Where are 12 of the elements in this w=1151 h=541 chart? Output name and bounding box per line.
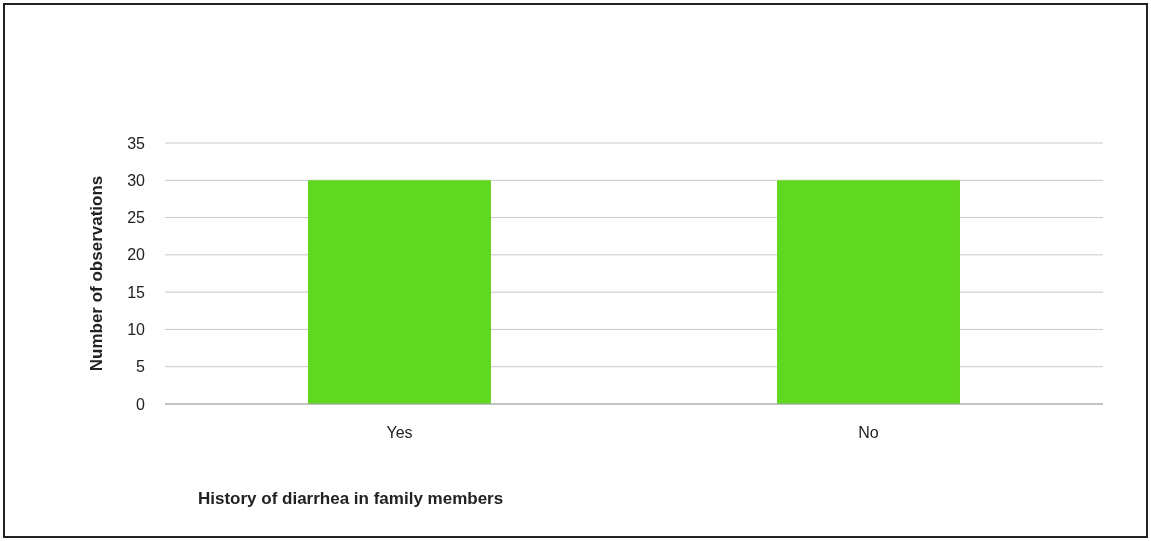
- x-tick-label: No: [858, 424, 879, 441]
- y-tick-label: 15: [127, 283, 146, 301]
- y-tick-label: 25: [127, 209, 146, 227]
- y-tick-label: 5: [136, 358, 146, 376]
- y-tick-label: 30: [127, 171, 146, 189]
- x-axis-title: History of diarrhea in family members: [198, 489, 504, 508]
- y-tick-label: 10: [127, 321, 146, 339]
- y-tick-label: 0: [136, 395, 146, 413]
- y-tick-label: 35: [127, 134, 146, 152]
- y-axis-title: Number of observations: [87, 175, 106, 372]
- x-tick-label: Yes: [386, 424, 413, 441]
- y-tick-label: 20: [127, 246, 146, 264]
